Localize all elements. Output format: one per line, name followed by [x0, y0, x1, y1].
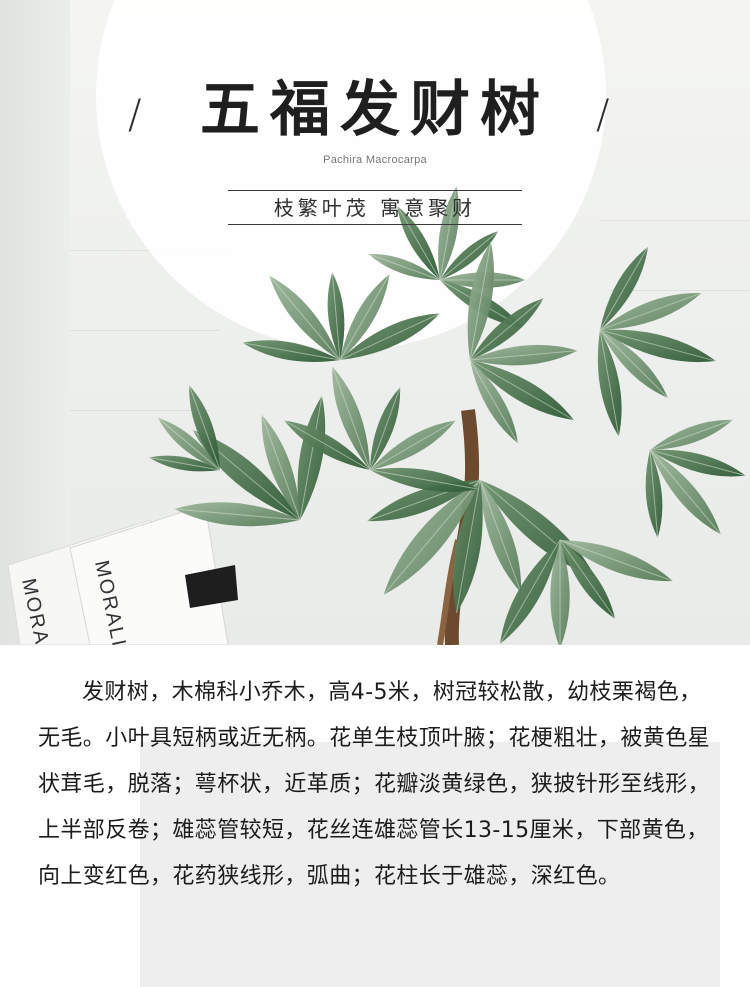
- leaf-vein: [299, 395, 323, 521]
- leaf-vein: [369, 469, 479, 490]
- brick-line: [70, 330, 220, 331]
- leaf-vein: [469, 359, 575, 421]
- leaf-vein: [268, 275, 341, 361]
- leaf-vein: [559, 539, 673, 582]
- background-block: [140, 742, 720, 987]
- slogan: 枝繁叶茂 寓意聚财: [273, 196, 477, 220]
- divider-bottom: [228, 224, 522, 225]
- plant-description: 发财树，木棉科小乔木，高4-5米，树冠较松散，幼枝栗褐色，无毛。小叶具短柄或近无…: [38, 680, 711, 889]
- hero-banner: MORAL MORALIT / / 五福发财树 Pachira Macrocar…: [0, 0, 750, 645]
- brick-line: [70, 410, 210, 411]
- leaf-vein: [439, 230, 499, 281]
- leaf-vein: [339, 274, 390, 361]
- leaf-vein: [339, 313, 440, 361]
- leaf-vein: [599, 246, 649, 331]
- latin-name: Pachira Macrocarpa: [323, 154, 427, 166]
- brick-line: [600, 220, 750, 221]
- leaf-vein: [383, 479, 481, 596]
- leaf-vein: [559, 539, 616, 619]
- leaf-vein: [368, 253, 441, 281]
- title-slash-left: /: [128, 92, 142, 138]
- leaf-cluster: [149, 186, 746, 645]
- leaf-vein: [649, 449, 659, 538]
- leaf-vein: [469, 241, 492, 361]
- leaf-vein: [499, 539, 561, 645]
- leaf-vein: [599, 329, 620, 437]
- book-cover: [69, 504, 229, 645]
- leaf-vein: [149, 457, 221, 471]
- leaf-vein: [469, 350, 578, 361]
- leaf-vein: [188, 385, 221, 471]
- leaf-vein: [649, 449, 746, 477]
- leaf-vein: [242, 342, 341, 361]
- window-frame: [0, 0, 70, 645]
- leaf-vein: [649, 419, 733, 451]
- page-title: 五福发财树: [200, 75, 550, 145]
- books-illustration: MORAL MORALIT: [7, 504, 238, 645]
- leaf-vein: [331, 366, 371, 471]
- leaf-vein: [284, 420, 371, 471]
- leaf-vein: [456, 479, 481, 614]
- title-slash-right: /: [596, 92, 610, 138]
- leaf-vein: [261, 414, 301, 521]
- leaf-vein: [369, 387, 401, 471]
- plant-illustration: [149, 186, 746, 645]
- leaf-vein: [157, 417, 221, 471]
- leaf-vein: [479, 479, 522, 593]
- divider-top: [228, 190, 522, 191]
- leaf-vein: [599, 329, 717, 362]
- book-spine-mark: [185, 565, 238, 608]
- leaf-vein: [396, 205, 441, 281]
- leaf-vein: [649, 449, 722, 535]
- leaf-vein: [599, 329, 669, 399]
- leaf-vein: [469, 297, 544, 361]
- brick-line: [610, 290, 750, 291]
- leaf-vein: [469, 359, 519, 444]
- leaf-vein: [331, 272, 341, 361]
- leaf-vein: [439, 186, 457, 281]
- leaf-vein: [174, 508, 301, 521]
- leaf-vein: [369, 420, 456, 471]
- leaf-vein: [599, 292, 702, 331]
